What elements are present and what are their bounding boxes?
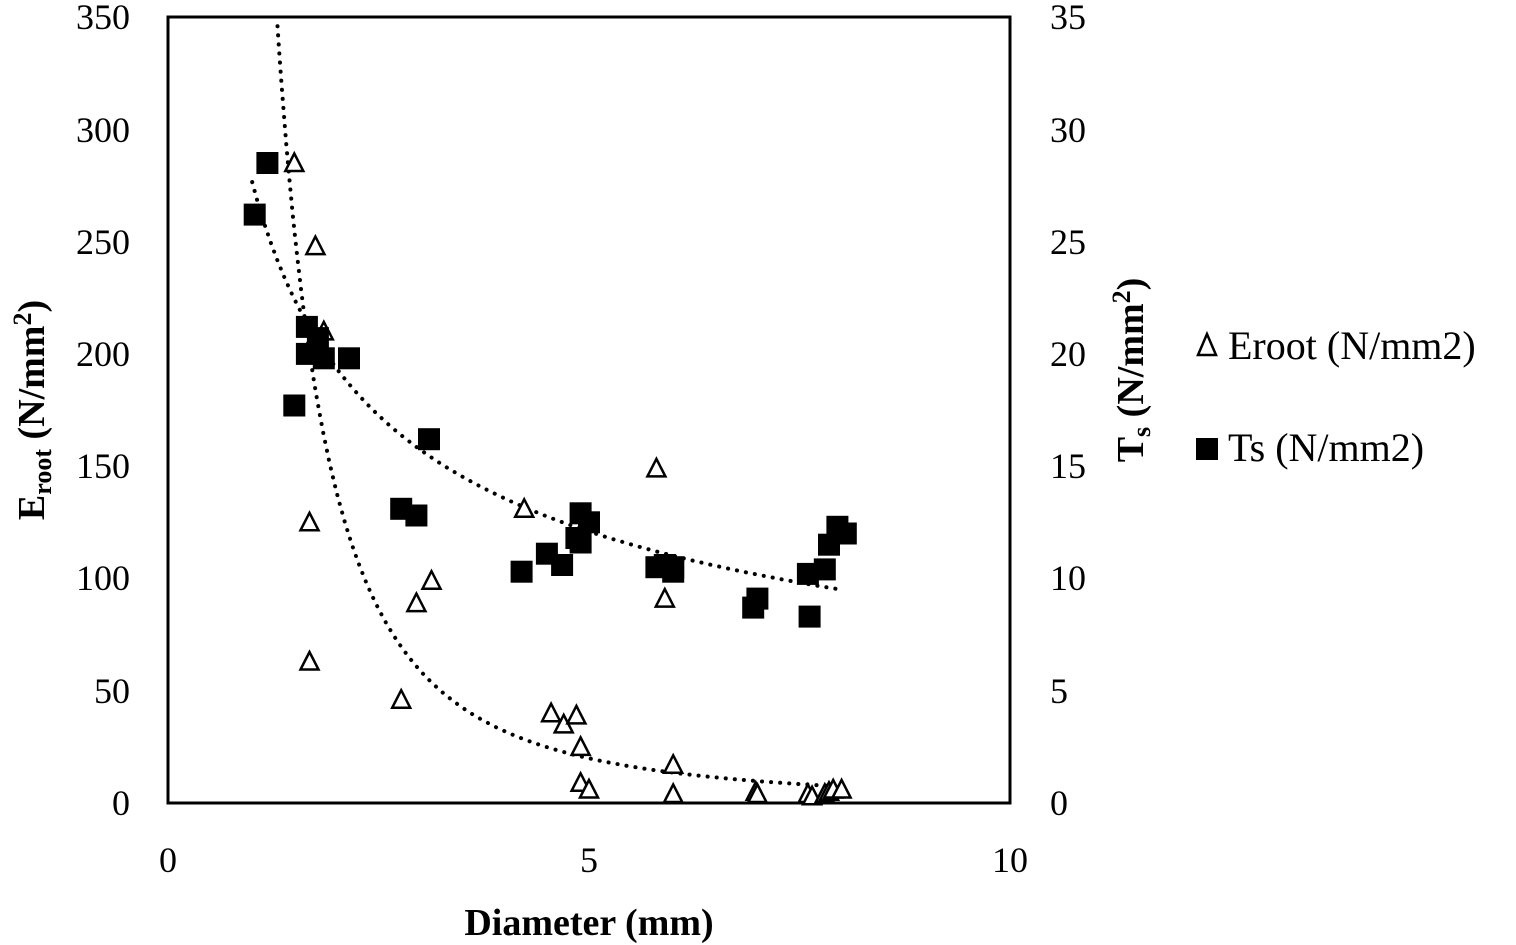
y2-title-unit: (N/mm bbox=[1110, 303, 1152, 426]
y2-title-subscript: s bbox=[1127, 427, 1156, 437]
data-point-ts bbox=[283, 394, 306, 417]
y-tick-label: 250 bbox=[76, 222, 130, 262]
data-point-ts bbox=[818, 533, 840, 556]
data-point-ts bbox=[551, 554, 574, 576]
data-point-eroot bbox=[540, 700, 563, 723]
data-point-ts bbox=[405, 504, 428, 527]
data-point-ts bbox=[338, 347, 360, 370]
data-point-eroot bbox=[405, 590, 428, 613]
data-point-ts bbox=[510, 560, 533, 583]
y2-title-main: T bbox=[1110, 437, 1152, 462]
data-point-eroot bbox=[304, 233, 327, 256]
y2-tick-label: 15 bbox=[1050, 446, 1086, 486]
legend-ts-square-icon bbox=[1196, 438, 1218, 460]
data-point-ts bbox=[569, 531, 592, 554]
right-y-axis-title: Ts (N/mm2) bbox=[1107, 278, 1156, 463]
y2-tick-label: 10 bbox=[1050, 558, 1086, 598]
data-point-ts bbox=[662, 560, 685, 583]
data-point-eroot bbox=[420, 568, 443, 590]
y2-title-close: ) bbox=[1110, 278, 1152, 291]
legend-label-eroot: Eroot (N/mm2) bbox=[1228, 323, 1476, 368]
data-point-eroot bbox=[746, 781, 769, 804]
trendline-eroot bbox=[275, 24, 844, 789]
x-tick-label: 0 bbox=[159, 840, 177, 880]
data-point-ts bbox=[418, 428, 440, 451]
y2-tick-label: 0 bbox=[1050, 783, 1068, 823]
data-point-eroot bbox=[653, 586, 676, 608]
y-tick-label: 150 bbox=[76, 446, 130, 486]
data-point-eroot bbox=[577, 777, 601, 799]
y2-tick-label: 5 bbox=[1050, 671, 1068, 711]
y-tick-label: 200 bbox=[76, 334, 130, 374]
trendlines bbox=[250, 24, 844, 789]
data-point-ts bbox=[798, 605, 821, 628]
x-axis-title: Diameter (mm) bbox=[464, 902, 713, 944]
left-y-axis-title: Eroot (N/mm2) bbox=[8, 300, 57, 520]
data-point-ts bbox=[796, 562, 819, 585]
data-point-ts bbox=[578, 511, 600, 534]
y-tick-label: 0 bbox=[112, 783, 130, 823]
y-title-subscript: root bbox=[28, 449, 57, 495]
y2-tick-label: 20 bbox=[1050, 334, 1086, 374]
y2-tick-label: 25 bbox=[1050, 222, 1086, 262]
y-title-superscript: 2 bbox=[8, 313, 37, 326]
y-tick-label: 300 bbox=[76, 110, 130, 150]
data-point-ts bbox=[813, 558, 836, 581]
x-axis-tick-labels: 0 5 10 bbox=[159, 840, 1028, 880]
data-point-ts bbox=[312, 347, 335, 370]
x-tick-label: 5 bbox=[580, 840, 598, 880]
data-point-ts bbox=[243, 203, 266, 226]
data-point-ts bbox=[834, 522, 857, 545]
trendline-ts bbox=[250, 180, 844, 592]
right-y-axis-tick-labels: 0 5 10 15 20 25 30 35 bbox=[1050, 0, 1086, 823]
data-point-eroot bbox=[390, 687, 413, 709]
data-point-eroot bbox=[645, 456, 668, 478]
data-point-eroot bbox=[662, 781, 685, 804]
data-point-eroot bbox=[569, 734, 592, 757]
y-title-close: ) bbox=[11, 300, 53, 313]
data-markers bbox=[243, 150, 857, 806]
y-tick-label: 350 bbox=[76, 0, 130, 37]
y-tick-label: 100 bbox=[76, 558, 130, 598]
data-point-eroot bbox=[513, 496, 536, 519]
data-point-ts bbox=[306, 327, 329, 350]
left-y-axis-tick-labels: 0 50 100 150 200 250 300 350 bbox=[76, 0, 130, 823]
legend-label-ts: Ts (N/mm2) bbox=[1228, 425, 1424, 470]
y-title-main: E bbox=[11, 495, 53, 520]
legend: Eroot (N/mm2) Ts (N/mm2) bbox=[1196, 323, 1476, 470]
y2-tick-label: 30 bbox=[1050, 110, 1086, 150]
data-point-eroot bbox=[283, 150, 306, 173]
data-point-eroot bbox=[830, 777, 853, 799]
data-point-eroot bbox=[662, 752, 685, 775]
y2-title-superscript: 2 bbox=[1107, 290, 1136, 303]
data-point-ts bbox=[746, 587, 769, 610]
data-point-eroot bbox=[298, 649, 321, 671]
x-tick-label: 10 bbox=[992, 840, 1028, 880]
y-title-unit: (N/mm bbox=[11, 326, 53, 449]
legend-eroot-triangle-icon bbox=[1196, 330, 1218, 357]
y-tick-label: 50 bbox=[94, 671, 130, 711]
data-point-eroot bbox=[298, 510, 321, 532]
data-point-ts bbox=[256, 152, 279, 174]
plot-area-frame bbox=[166, 15, 1012, 805]
data-point-eroot bbox=[565, 703, 588, 725]
y2-tick-label: 35 bbox=[1050, 0, 1086, 37]
